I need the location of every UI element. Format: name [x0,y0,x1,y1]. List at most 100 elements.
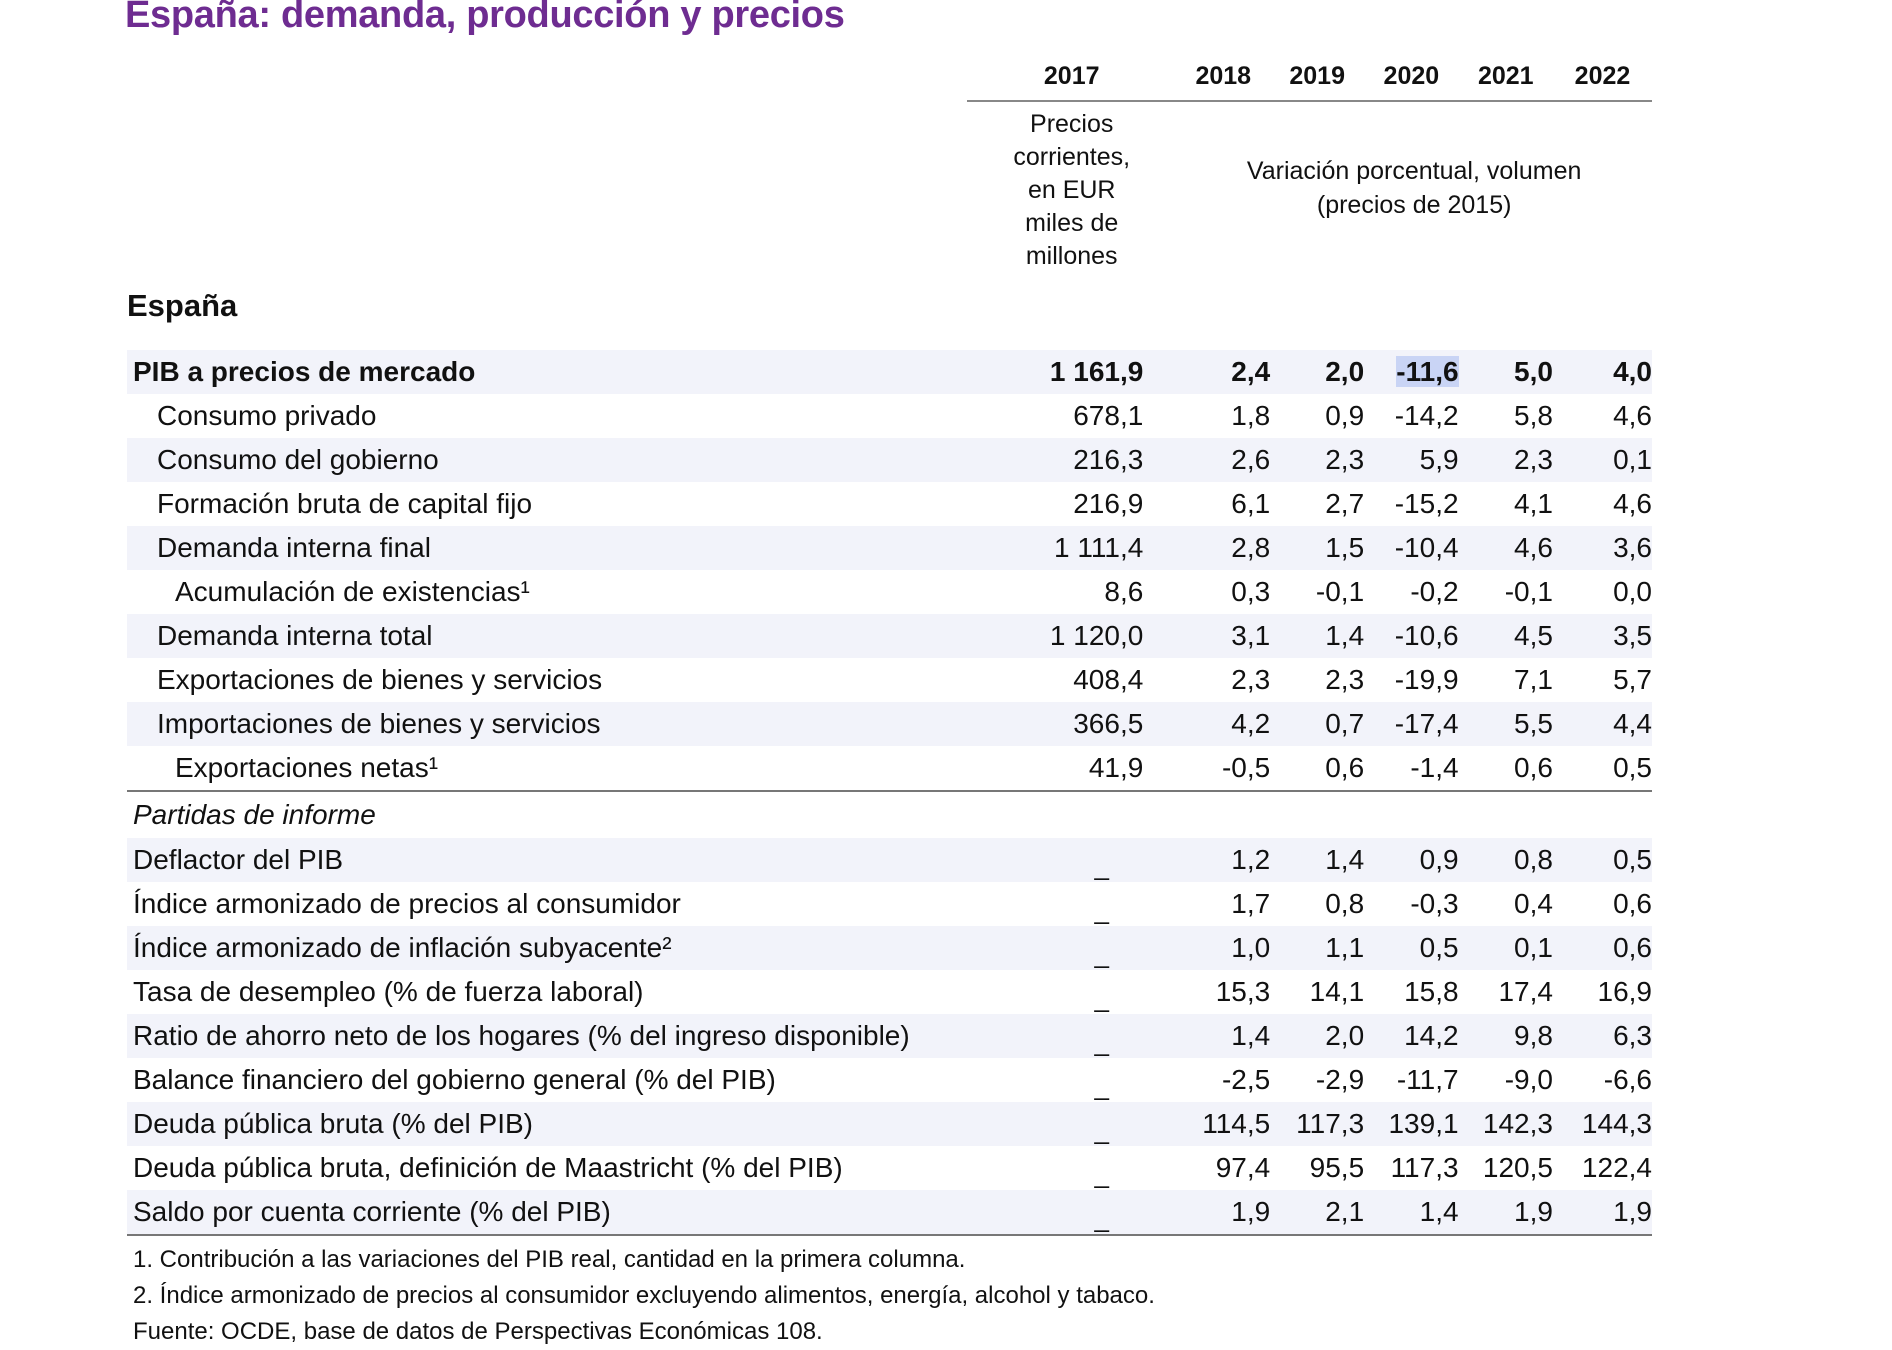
table-cell: 0,0 [1553,570,1652,614]
table-cell: -10,6 [1364,614,1458,658]
table-cell: -0,5 [1176,746,1270,791]
table-cell: 0,8 [1270,882,1364,926]
table-cell: 3,5 [1553,614,1652,658]
year-header: 2021 [1459,54,1553,101]
table-cell: 14,1 [1270,970,1364,1014]
row-label: Deuda pública bruta, definición de Maast… [127,1146,967,1190]
not-available-mark: _ [1034,988,1108,1008]
table-cell: -1,4 [1364,746,1458,791]
table-cell: 2,0 [1270,1014,1364,1058]
row-label: Consumo del gobierno [127,438,967,482]
not-available-mark: _ [1034,856,1108,876]
table-cell: -0,2 [1364,570,1458,614]
table-cell: 0,5 [1553,838,1652,882]
table-cell: 1 120,0 [967,614,1176,658]
not-available-mark: _ [1034,1076,1108,1096]
table-cell: 678,1 [967,394,1176,438]
table-cell: 17,4 [1459,970,1553,1014]
table-cell: 5,9 [1364,438,1458,482]
table-cell: 142,3 [1459,1102,1553,1146]
table-cell: 0,8 [1459,838,1553,882]
row-label: Ratio de ahorro neto de los hogares (% d… [127,1014,967,1058]
table-cell: 4,5 [1459,614,1553,658]
table-cell: 1 161,9 [967,350,1176,394]
year-header: 2017 [967,54,1176,101]
unit-volume: Variación porcentual, volumen (precios d… [1176,101,1652,342]
year-header: 2020 [1364,54,1458,101]
table-row: Deuda pública bruta (% del PIB) _ 114,5 117… [127,1102,1652,1146]
highlighted-value: -11,6 [1396,356,1458,387]
table-row: Índice armonizado de precios al consumid… [127,882,1652,926]
table-cell: 0,3 [1176,570,1270,614]
table-cell: 5,0 [1459,350,1553,394]
table-cell: 1,4 [1364,1190,1458,1235]
year-header: 2019 [1270,54,1364,101]
table-cell: 9,8 [1459,1014,1553,1058]
table-cell: 6,1 [1176,482,1270,526]
row-label: Importaciones de bienes y servicios [127,702,967,746]
table-cell: 139,1 [1364,1102,1458,1146]
table-cell: 16,9 [1553,970,1652,1014]
row-label: Deflactor del PIB [127,838,967,882]
not-available-mark: _ [1034,1120,1108,1140]
table-cell: 0,6 [1553,926,1652,970]
not-available-mark: _ [1034,944,1108,964]
table-cell: 95,5 [1270,1146,1364,1190]
row-label: Índice armonizado de inflación subyacent… [127,926,967,970]
table-cell: 4,6 [1553,394,1652,438]
table-cell: 2,0 [1270,350,1364,394]
table-cell: 0,5 [1364,926,1458,970]
table-cell: 114,5 [1176,1102,1270,1146]
table-cell: 1,5 [1270,526,1364,570]
row-label: Balance financiero del gobierno general … [127,1058,967,1102]
table-cell: 0,6 [1553,882,1652,926]
table-cell: 7,1 [1459,658,1553,702]
table-cell: 1 111,4 [967,526,1176,570]
table-cell: -0,1 [1270,570,1364,614]
year-header: 2018 [1176,54,1270,101]
table-row: Índice armonizado de inflación subyacent… [127,926,1652,970]
not-available-mark: _ [1034,1164,1108,1184]
table-cell: 1,9 [1176,1190,1270,1235]
table-cell: 0,9 [1364,838,1458,882]
table-cell: -11,7 [1364,1058,1458,1102]
table-cell: 1,9 [1459,1190,1553,1235]
table-cell: 2,3 [1270,438,1364,482]
region-label: España [127,101,967,342]
table-cell: 3,6 [1553,526,1652,570]
table-cell: -2,5 [1176,1058,1270,1102]
table-cell: 1,9 [1553,1190,1652,1235]
table-cell: -14,2 [1364,394,1458,438]
table-cell: 0,5 [1553,746,1652,791]
table-cell: 4,4 [1553,702,1652,746]
table-cell: 4,1 [1459,482,1553,526]
table-cell: -0,1 [1459,570,1553,614]
table-cell: 117,3 [1270,1102,1364,1146]
not-available-mark: _ [1034,900,1108,920]
table-cell: 1,7 [1176,882,1270,926]
table-cell: 0,9 [1270,394,1364,438]
table-row: Exportaciones de bienes y servicios 408,4… [127,658,1652,702]
memo-title: Partidas de informe [127,791,1652,838]
footnote: 2. Índice armonizado de precios al consu… [133,1278,1155,1314]
table-cell: -6,6 [1553,1058,1652,1102]
row-label: Acumulación de existencias¹ [127,570,967,614]
table-cell: 1,4 [1176,1014,1270,1058]
table-cell: 1,8 [1176,394,1270,438]
table-cell: 4,0 [1553,350,1652,394]
data-table: 2017 2018 2019 2020 2021 2022 España Pre… [127,54,1652,1236]
table-cell: 2,6 [1176,438,1270,482]
table-cell: 2,1 [1270,1190,1364,1235]
table-cell: -17,4 [1364,702,1458,746]
year-header-row: 2017 2018 2019 2020 2021 2022 [127,54,1652,101]
row-label: Demanda interna total [127,614,967,658]
table-cell: 0,7 [1270,702,1364,746]
table-cell: -2,9 [1270,1058,1364,1102]
table-cell: 366,5 [967,702,1176,746]
table-cell: -15,2 [1364,482,1458,526]
unit-header-row: España Precios corrientes, en EUR miles … [127,101,1652,342]
table-cell: 1,0 [1176,926,1270,970]
table-cell: 5,8 [1459,394,1553,438]
table-cell: 1,4 [1270,838,1364,882]
table-row: PIB a precios de mercado 1 161,9 2,4 2,0 -11… [127,350,1652,394]
